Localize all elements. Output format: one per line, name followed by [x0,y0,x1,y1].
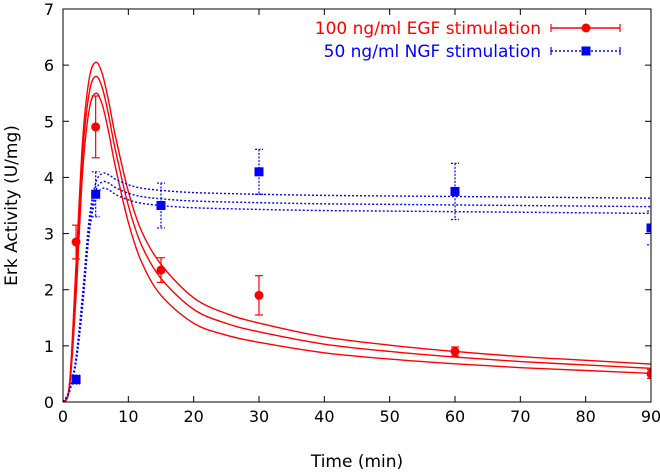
x-tick-label: 0 [58,407,68,426]
legend-label: 100 ng/ml EGF stimulation [315,19,541,39]
data-point [646,223,651,233]
x-tick-label: 20 [183,407,203,426]
model-band-lower [63,92,651,402]
y-tick-label: 5 [44,112,54,131]
data-point [71,237,81,247]
model-band-lower [63,187,651,402]
legend-label: 50 ng/ml NGF stimulation [324,42,541,62]
x-tick-label: 30 [249,407,269,426]
y-tick-label: 7 [44,0,54,19]
x-tick-label: 80 [575,407,595,426]
x-tick-label: 90 [641,407,660,426]
data-point [646,369,651,379]
x-axis-label: Time (min) [310,452,403,472]
data-point [156,201,166,210]
y-tick-label: 1 [44,337,54,356]
y-tick-label: 4 [44,168,54,187]
data-point [156,265,166,275]
plot-series [63,61,651,402]
model-curve [63,75,651,402]
axes: 0 10 20 30 40 50 60 70 80 90 0 1 2 3 4 5 6 7 [44,0,660,426]
data-point [450,346,460,356]
x-tick-label: 60 [445,407,465,426]
model-band-upper [63,61,651,402]
y-tick-label: 3 [44,225,54,244]
data-point [254,290,264,300]
y-tick-label: 2 [44,281,54,300]
plot-frame [62,8,652,403]
y-tick-label: 6 [44,56,54,75]
data-point [91,122,101,132]
data-point [71,375,81,385]
x-tick-label: 70 [510,407,530,426]
legend-marker [581,23,591,33]
x-tick-label: 40 [314,407,334,426]
data-point [91,189,101,199]
data-point [254,167,264,177]
data-point [450,186,460,196]
y-tick-label: 0 [44,393,54,412]
legend-marker [581,46,591,56]
x-tick-label: 10 [118,407,138,426]
x-tick-label: 50 [379,407,399,426]
model-band-upper [63,172,651,402]
y-axis-label: Erk Activity (U/mg) [2,125,22,286]
legend: 100 ng/ml EGF stimulation 50 ng/ml NGF st… [315,19,621,62]
